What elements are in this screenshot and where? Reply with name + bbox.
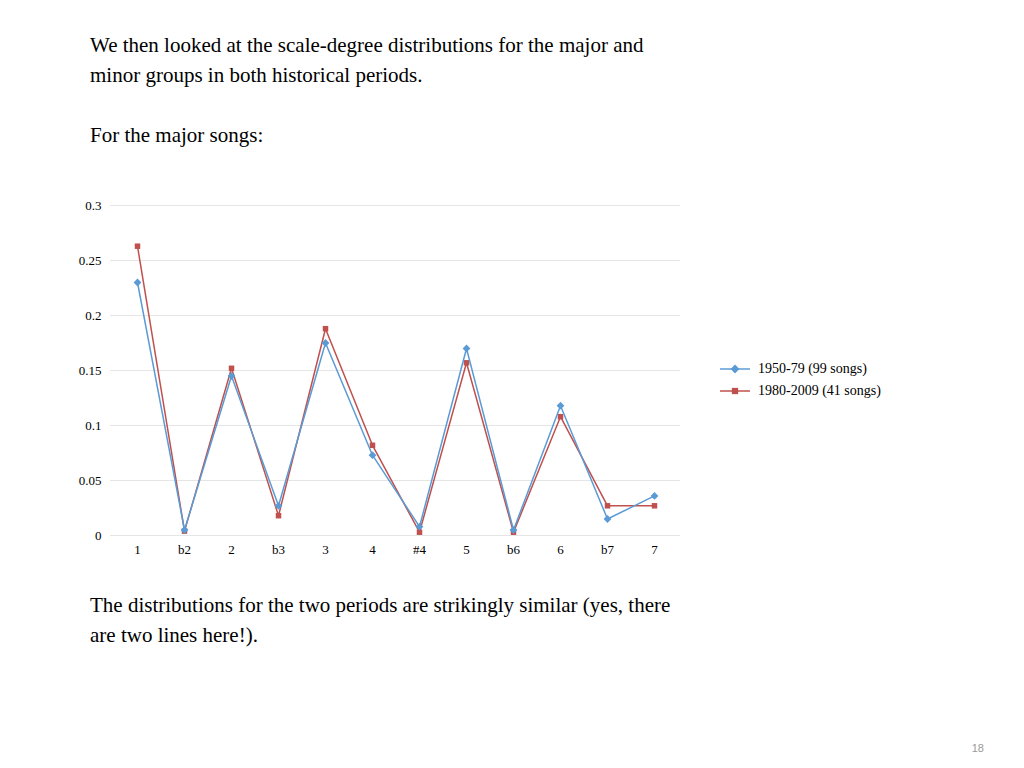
- html-text:1980-2009 (41 songs): 1980-2009 (41 songs): [758, 383, 881, 398]
- svg-text:0.1: 0.1: [85, 418, 101, 433]
- svg-text:0.05: 0.05: [79, 473, 102, 488]
- svg-text:0.3: 0.3: [85, 198, 101, 213]
- svg-text:0: 0: [95, 528, 102, 543]
- svg-text:b6: b6: [507, 542, 521, 557]
- svg-text:6: 6: [557, 542, 564, 557]
- svg-text:2: 2: [228, 542, 235, 557]
- svg-text:b7: b7: [601, 542, 615, 557]
- svg-text:7: 7: [651, 542, 658, 557]
- html-text:The distributions for the two: The distributions for the two periods ar…: [90, 593, 671, 617]
- svg-text:3: 3: [322, 542, 329, 557]
- svg-text:b2: b2: [178, 542, 191, 557]
- html-text:1950-79 (99 songs): 1950-79 (99 songs): [758, 361, 867, 376]
- svg-text:b3: b3: [272, 542, 285, 557]
- html-text:18: 18: [971, 742, 984, 754]
- svg-text:0.15: 0.15: [79, 363, 102, 378]
- html-text:minor groups in both historica: minor groups in both historical periods.: [90, 63, 423, 87]
- svg-text:0.25: 0.25: [79, 253, 102, 268]
- html-text:are two lines here!).: are two lines here!).: [90, 623, 258, 647]
- svg-text:0.2: 0.2: [85, 308, 101, 323]
- html-text:We then looked at the scale-de: We then looked at the scale-degree distr…: [90, 33, 644, 57]
- svg-text:1: 1: [134, 542, 141, 557]
- html-text:For the major songs:: For the major songs:: [90, 123, 264, 147]
- svg-text:4: 4: [369, 542, 376, 557]
- svg-text:#4: #4: [413, 542, 427, 557]
- svg-text:5: 5: [463, 542, 470, 557]
